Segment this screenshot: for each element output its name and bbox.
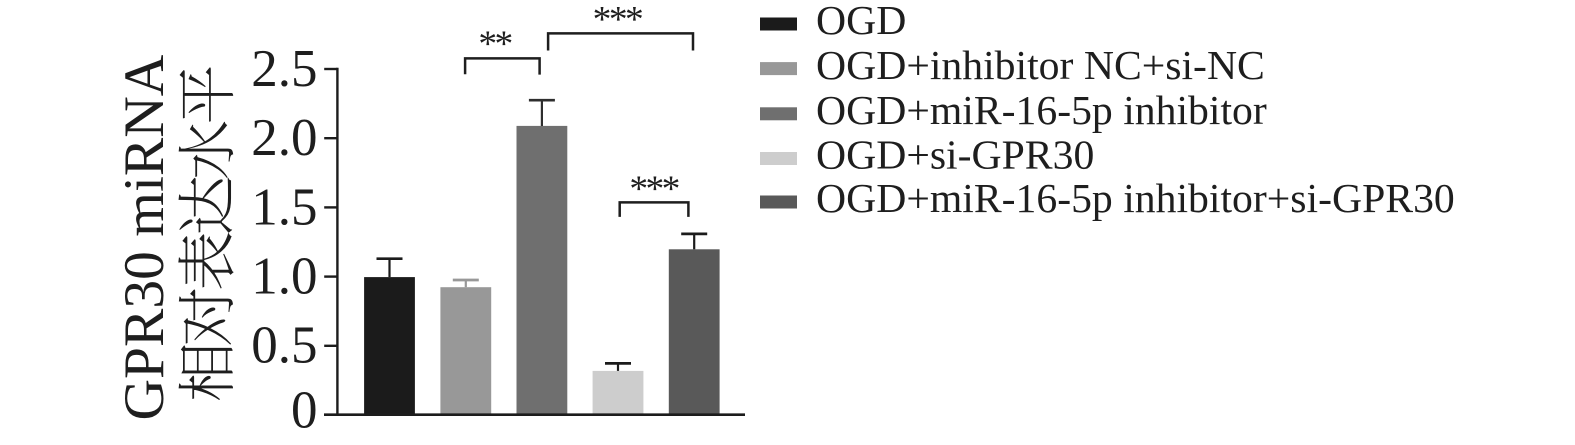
svg-text:**: ** [478,24,511,65]
svg-text:0.5: 0.5 [251,317,317,375]
svg-text:***: *** [593,0,642,41]
svg-text:1.0: 1.0 [251,248,317,306]
svg-text:2.0: 2.0 [251,109,317,167]
svg-text:GPR30 miRNA: GPR30 miRNA [113,54,176,420]
svg-text:***: *** [629,169,678,210]
svg-text:OGD+miR-16-5p inhibitor: OGD+miR-16-5p inhibitor [816,88,1267,134]
svg-text:OGD+inhibitor NC+si-NC: OGD+inhibitor NC+si-NC [816,43,1265,89]
svg-text:OGD: OGD [816,0,906,44]
svg-text:2.5: 2.5 [251,40,317,98]
svg-text:0: 0 [291,382,318,440]
svg-text:OGD+si-GPR30: OGD+si-GPR30 [816,133,1094,179]
svg-text:1.5: 1.5 [251,178,317,236]
svg-text:OGD+miR-16-5p inhibitor+si-GPR: OGD+miR-16-5p inhibitor+si-GPR30 [816,176,1455,222]
